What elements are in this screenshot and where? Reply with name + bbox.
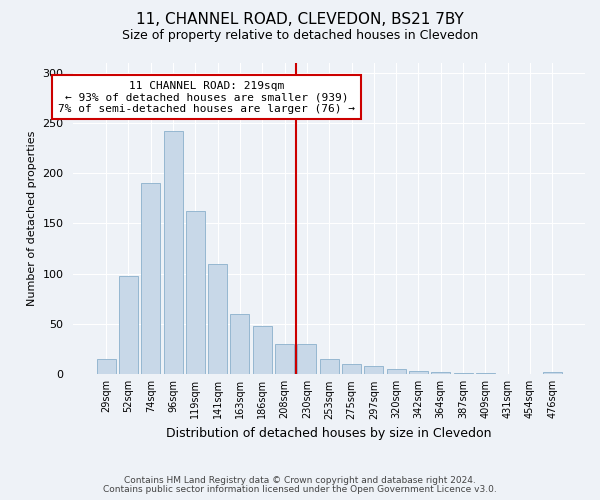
Bar xyxy=(298,344,316,374)
Bar xyxy=(253,326,272,374)
Text: Size of property relative to detached houses in Clevedon: Size of property relative to detached ho… xyxy=(122,29,478,42)
Bar xyxy=(186,212,205,374)
Bar xyxy=(409,372,428,374)
Bar xyxy=(119,276,138,374)
Bar xyxy=(364,366,383,374)
Bar xyxy=(97,359,116,374)
Text: 11 CHANNEL ROAD: 219sqm
← 93% of detached houses are smaller (939)
7% of semi-de: 11 CHANNEL ROAD: 219sqm ← 93% of detache… xyxy=(58,80,355,114)
Bar xyxy=(275,344,294,374)
Bar xyxy=(342,364,361,374)
Bar xyxy=(386,370,406,374)
Bar xyxy=(431,372,450,374)
Text: Contains public sector information licensed under the Open Government Licence v3: Contains public sector information licen… xyxy=(103,485,497,494)
X-axis label: Distribution of detached houses by size in Clevedon: Distribution of detached houses by size … xyxy=(166,427,492,440)
Text: 11, CHANNEL ROAD, CLEVEDON, BS21 7BY: 11, CHANNEL ROAD, CLEVEDON, BS21 7BY xyxy=(136,12,464,28)
Bar xyxy=(543,372,562,374)
Bar xyxy=(141,183,160,374)
Text: Contains HM Land Registry data © Crown copyright and database right 2024.: Contains HM Land Registry data © Crown c… xyxy=(124,476,476,485)
Bar xyxy=(164,131,182,374)
Bar xyxy=(230,314,250,374)
Bar xyxy=(320,359,338,374)
Y-axis label: Number of detached properties: Number of detached properties xyxy=(27,130,37,306)
Bar xyxy=(208,264,227,374)
